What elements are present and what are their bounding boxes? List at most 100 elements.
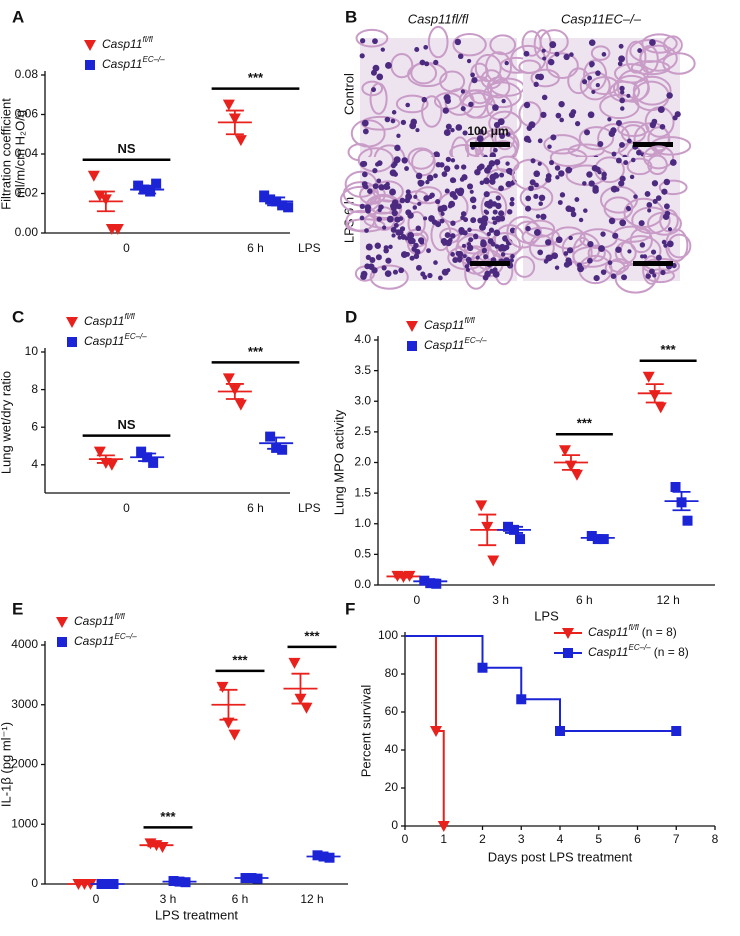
nucleus (468, 101, 474, 107)
nucleus (535, 214, 541, 219)
nucleus (372, 64, 380, 72)
y-tick-label: 3.0 (354, 393, 371, 407)
nucleus (381, 265, 387, 271)
nucleus (440, 211, 445, 216)
legend-marker (85, 60, 95, 70)
nucleus (555, 112, 562, 119)
nucleus (537, 138, 543, 144)
nucleus (499, 133, 506, 139)
nucleus (441, 268, 449, 276)
nucleus (433, 173, 438, 179)
nucleus (588, 180, 595, 187)
y-tick-label: 3000 (11, 697, 38, 711)
nucleus (595, 70, 601, 76)
nucleus (371, 87, 376, 93)
nucleus (471, 77, 478, 84)
nucleus (365, 243, 373, 251)
nucleus (608, 130, 616, 137)
nucleus (466, 183, 474, 190)
nucleus (554, 165, 561, 171)
x-tick-label: 6 h (247, 241, 264, 255)
legend-marker (406, 321, 418, 332)
nucleus (417, 201, 422, 206)
nucleus (581, 79, 588, 85)
nucleus (495, 202, 502, 210)
y-axis-label: Lung wet/dry ratio (0, 371, 13, 474)
nucleus (633, 194, 638, 199)
nucleus (383, 247, 389, 254)
nucleus (396, 203, 402, 210)
nucleus (589, 63, 594, 68)
nucleus (405, 102, 411, 108)
nucleus (493, 173, 500, 179)
legend-name: Casp11 (102, 57, 142, 71)
nucleus (620, 90, 625, 95)
nucleus (415, 172, 423, 180)
nucleus (509, 196, 515, 202)
nucleus (557, 200, 563, 205)
x-tick-label: 5 (595, 832, 602, 846)
nucleus (649, 39, 656, 46)
nucleus (415, 128, 420, 133)
nucleus (525, 225, 531, 232)
scale-bar-label: 100 μm (467, 124, 508, 138)
nucleus (559, 117, 565, 123)
x-tick-label: 0 (414, 593, 421, 607)
nucleus (428, 194, 433, 200)
alveolar-wall (639, 44, 678, 72)
error-bar (394, 574, 413, 579)
y-tick-label: 40 (385, 742, 399, 756)
nucleus (542, 56, 547, 61)
nucleus (396, 133, 401, 138)
nucleus (646, 202, 653, 208)
nucleus (450, 158, 456, 163)
nucleus (541, 94, 548, 101)
nucleus (420, 271, 426, 277)
nucleus (362, 128, 369, 135)
nucleus (433, 151, 440, 159)
nucleus (540, 111, 547, 118)
error-bar (225, 109, 244, 136)
nucleus (612, 232, 619, 239)
data-point (136, 446, 147, 457)
panel-letter: C (12, 307, 24, 326)
nucleus (475, 255, 480, 260)
nucleus (473, 233, 479, 239)
nucleus (587, 257, 593, 264)
nucleus (469, 189, 474, 194)
nucleus (504, 60, 509, 66)
nucleus (478, 129, 484, 135)
data-point (670, 482, 681, 492)
data-point (93, 446, 106, 458)
nucleus (389, 188, 397, 196)
nucleus (549, 159, 555, 166)
significance-label: *** (577, 416, 593, 431)
chart-panel: D 0.0 0.5 1.0 1.5 2.0 2.5 3.0 3.5 4.0 Lung MPO act… (331, 307, 715, 623)
nucleus (492, 220, 498, 225)
nucleus (505, 161, 510, 166)
nucleus (444, 232, 451, 238)
nucleus (535, 73, 541, 80)
nucleus (652, 273, 657, 278)
nucleus (480, 240, 487, 248)
nucleus (554, 265, 560, 270)
error-bar (96, 454, 115, 464)
alveolar-wall (489, 34, 517, 56)
nucleus (360, 38, 366, 44)
alveolar-wall (361, 80, 384, 97)
nucleus (434, 221, 442, 228)
legend-marker (56, 617, 68, 628)
nucleus (390, 163, 397, 169)
nucleus (376, 178, 382, 184)
nucleus (390, 118, 396, 124)
nucleus (384, 116, 391, 123)
legend-name: Casp11 (74, 634, 114, 648)
nucleus (659, 123, 666, 130)
nucleus (447, 203, 453, 209)
nucleus (433, 59, 439, 66)
alveolar-wall (599, 185, 638, 214)
y-tick-label: 0.00 (15, 225, 39, 239)
legend-entry: Casp11EC–/– (n = 8) (588, 643, 689, 659)
legend-marker (562, 628, 574, 639)
nucleus (655, 195, 662, 201)
